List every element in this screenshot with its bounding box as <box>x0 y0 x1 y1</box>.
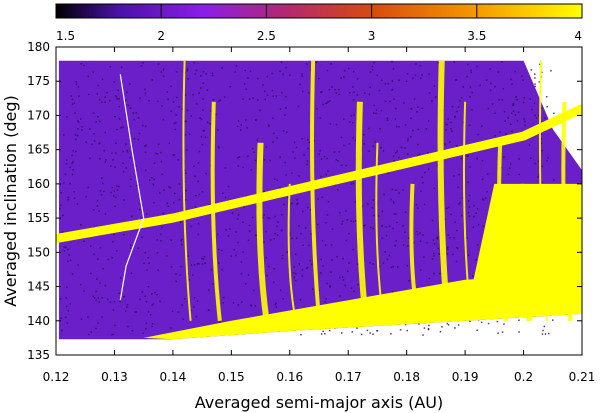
x-tick-label: 0.21 <box>569 370 596 384</box>
x-tick-label: 0.13 <box>101 370 128 384</box>
vertical-streak <box>256 142 270 322</box>
y-tick-label: 160 <box>27 177 50 191</box>
y-axis-ticks: 135 140 145 150 155 160 165 170 175 180 <box>27 40 582 362</box>
x-tick-label: 0.17 <box>335 370 362 384</box>
white-thin-curve <box>119 74 145 301</box>
y-tick-label: 140 <box>27 314 50 328</box>
x-tick-label: 0.15 <box>218 370 245 384</box>
plot-frame <box>55 46 583 356</box>
x-tick-label: 0.19 <box>452 370 479 384</box>
colorbar-tick-label: 4 <box>574 29 582 43</box>
colorbar: 1.5 2 2.5 3 3.5 4 <box>55 3 583 43</box>
y-tick-label: 145 <box>27 280 50 294</box>
vertical-streak <box>210 101 222 321</box>
y-tick-label: 170 <box>27 108 50 122</box>
x-axis-ticks: 0.12 0.13 0.14 0.15 0.16 0.17 0.18 0.19 0.2 0.21 <box>43 47 596 384</box>
y-tick-label: 175 <box>27 74 50 88</box>
vertical-streak <box>182 60 192 321</box>
colorbar-gradient <box>55 3 583 19</box>
y-tick-label: 150 <box>27 245 50 259</box>
right-bright-region <box>465 183 582 319</box>
colorbar-tick-label: 2 <box>157 29 165 43</box>
diagonal-band <box>56 104 582 244</box>
x-tick-label: 0.18 <box>393 370 420 384</box>
colorbar-tick-label: 3 <box>368 29 376 43</box>
y-tick-label: 180 <box>27 40 50 54</box>
vertical-streak <box>287 183 297 321</box>
x-tick-label: 0.14 <box>160 370 187 384</box>
y-axis-label: Averaged inclination (deg) <box>1 95 20 307</box>
y-tick-label: 165 <box>27 143 50 157</box>
x-tick-label: 0.16 <box>276 370 303 384</box>
x-tick-label: 0.12 <box>43 370 70 384</box>
vertical-streak <box>310 60 322 321</box>
plot-area: 0.12 0.13 0.14 0.15 0.16 0.17 0.18 0.19 0.2 0.21 … <box>27 40 595 384</box>
colorbar-tick-label: 1.5 <box>56 29 75 43</box>
heatmap-content <box>56 60 582 340</box>
x-tick-label: 0.2 <box>514 370 533 384</box>
x-axis-label: Averaged semi-major axis (AU) <box>195 393 444 412</box>
colorbar-ticks: 1.5 2 2.5 3 3.5 4 <box>55 4 583 43</box>
y-tick-label: 135 <box>27 348 50 362</box>
colorbar-tick-label: 3.5 <box>467 29 486 43</box>
y-tick-label: 155 <box>27 211 50 225</box>
colorbar-tick-label: 2.5 <box>257 29 276 43</box>
